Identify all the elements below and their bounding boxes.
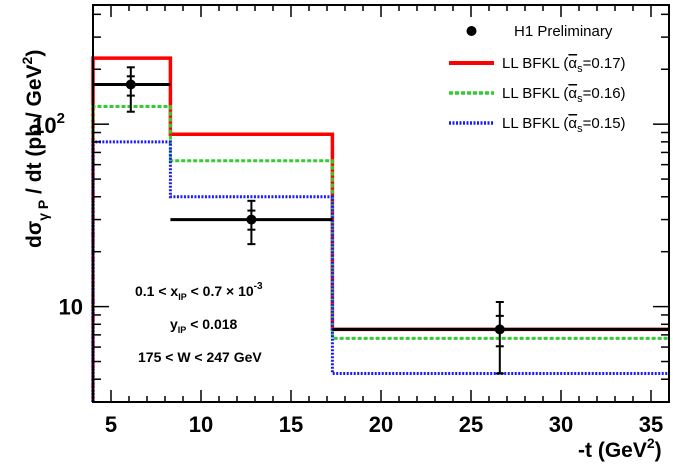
legend-label-value: =0.16) — [583, 85, 626, 102]
legend-label: LL BFKL (αs=0.17) — [502, 55, 626, 75]
x-tick-label: 15 — [279, 412, 303, 437]
x-axis-title-close: ) — [655, 439, 662, 462]
legend-label: H1 Preliminary — [514, 23, 613, 40]
x-tick-label: 25 — [459, 412, 483, 437]
data-marker — [246, 214, 257, 225]
legend-entry-2: LL BFKL (αs=0.17) — [449, 55, 626, 75]
data-point-2 — [170, 199, 333, 246]
legend-label-value: =0.15) — [583, 115, 626, 132]
x-axis-title-sup: 2 — [647, 435, 655, 451]
legend-entry-3: LL BFKL (αs=0.16) — [449, 85, 626, 105]
annotation-text-b: < 0.7 × 10 — [187, 283, 254, 299]
y-axis-title: dσγ P / dt (pb / GeV2) — [19, 50, 51, 248]
annotation-text: 0.1 < x — [135, 283, 178, 299]
y-tick-label-base: 10 — [32, 113, 56, 138]
legend-label-value: =0.17) — [583, 55, 626, 72]
y-tick-label: 10 — [59, 295, 83, 320]
y-axis-title-rest: / dt (pb / GeV — [23, 64, 46, 199]
y-tick-label-exp: 2 — [57, 110, 65, 127]
x-axis-title-main: -t (GeV — [578, 439, 647, 462]
legend-marker — [466, 26, 477, 36]
x-tick-label: 10 — [189, 412, 213, 437]
y-axis-title-close: ) — [23, 50, 46, 57]
annotation-text: 175 < W < 247 GeV — [138, 349, 262, 365]
x-tick-label: 20 — [369, 412, 393, 437]
x-tick-label: 5 — [105, 412, 117, 437]
legend-label-alpha: α — [568, 85, 577, 102]
annotation-text-b: < 0.018 — [186, 316, 237, 332]
data-points — [93, 66, 669, 375]
annotation-1: 0.1 < xIP < 0.7 × 10-3 — [135, 281, 263, 302]
legend-label: LL BFKL (αs=0.15) — [502, 115, 626, 135]
x-tick-label: 30 — [549, 412, 573, 437]
legend-label-name: LL BFKL ( — [502, 85, 568, 102]
legend-label: LL BFKL (αs=0.16) — [502, 85, 626, 105]
y-axis-title-sub: γ P — [35, 200, 51, 221]
annotation-text: y — [170, 316, 178, 332]
data-point-1 — [93, 66, 171, 113]
legend-label-alpha-sub: s — [577, 123, 583, 135]
legend-label-alpha: α — [568, 115, 577, 132]
ticks — [92, 5, 670, 403]
y-tick-label: 102 — [32, 110, 65, 138]
y-axis-title-sup: 2 — [19, 56, 35, 64]
x-tick-label: 35 — [639, 412, 663, 437]
legend-label-alpha-sub: s — [577, 63, 583, 75]
y-axis-title-main: dσ — [23, 221, 46, 248]
data-marker — [494, 324, 505, 335]
annotation-sub: IP — [178, 325, 187, 335]
x-axis-title: -t (GeV2) — [578, 435, 662, 462]
annotation-3: 175 < W < 247 GeV — [138, 349, 262, 365]
legend-label-alpha: α — [568, 55, 577, 72]
annotation-sup: -3 — [254, 281, 263, 292]
data-marker — [125, 79, 136, 90]
annotation-sub: IP — [178, 292, 187, 302]
legend-entry-4: LL BFKL (αs=0.15) — [449, 115, 626, 135]
annotation-2: yIP < 0.018 — [170, 316, 238, 335]
legend-entry-1: H1 Preliminary — [466, 23, 613, 40]
legend-label-name: LL BFKL ( — [502, 115, 568, 132]
legend-label-alpha-sub: s — [577, 93, 583, 105]
data-point-3 — [332, 300, 669, 375]
legend-label-name: LL BFKL ( — [502, 55, 568, 72]
